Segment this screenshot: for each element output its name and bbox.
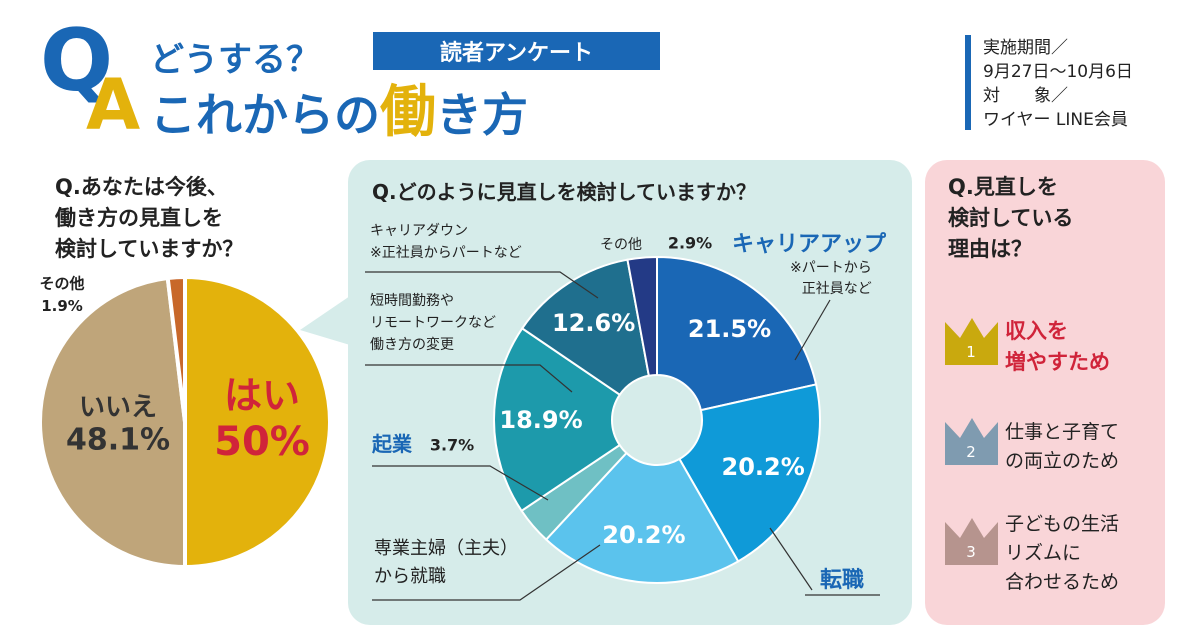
info-bar — [965, 35, 971, 130]
badge: 読者アンケート — [439, 41, 594, 66]
leader-line — [365, 271, 599, 299]
slice — [544, 451, 740, 584]
donut-title: Q.どのように見直しを検討していますか？ — [372, 180, 756, 204]
header-line2: これからの働き方 — [150, 82, 528, 144]
info: 実施期間／ 9月27日〜10月6日対 象／ ワイヤー LINE会員 — [983, 36, 1133, 132]
leader-line — [794, 299, 831, 361]
category-label: いいえ — [78, 392, 158, 423]
slice — [38, 275, 187, 570]
pie-title: Q.あなたは今後、 働き方の見直しを 検討していますか？ — [55, 175, 244, 261]
value-label: 21.5% — [687, 315, 772, 344]
slice — [678, 383, 821, 563]
rank-number: 3 — [966, 543, 976, 561]
leader-lines — [365, 271, 880, 601]
annotation: ※パートから 正社員など — [790, 260, 872, 297]
slice — [520, 258, 651, 397]
header-line1: どうする？ — [150, 40, 320, 80]
info-line: 実施期間／ — [983, 38, 1068, 58]
value-label: 48.1% — [65, 422, 171, 458]
leader-line — [372, 465, 549, 501]
info-line: ワイヤー LINE会員 — [983, 110, 1128, 130]
ranking-text: 子どもの生活 リズムに 合わせるため — [1005, 513, 1120, 593]
value-label: 3.7% — [429, 435, 475, 455]
leader-line — [365, 364, 573, 393]
category-label: 転職 — [820, 568, 865, 593]
crowns — [945, 318, 998, 565]
rank-number: 2 — [966, 443, 976, 461]
ranking-text: 収入を 増やすため — [1005, 319, 1110, 374]
value-label: 12.6% — [551, 308, 636, 337]
ranking-title: Q.見直しを 検討している 理由は？ — [948, 175, 1074, 261]
crown — [945, 418, 998, 465]
category-label: キャリアダウン ※正社員からパートなど — [370, 223, 522, 261]
badge-bg — [373, 32, 660, 70]
header-text: き方 — [436, 88, 528, 142]
ranking-text: 仕事と子育て の両立のため — [1005, 421, 1120, 472]
value-label: 20.2% — [721, 452, 805, 481]
rank-number: 1 — [966, 343, 976, 361]
ranking-panel — [925, 160, 1165, 625]
slice — [626, 255, 658, 377]
info-line: 9月27日〜10月6日 — [983, 62, 1133, 82]
category-label: 短時間勤務や リモートワークなど 働き方の変更 — [370, 293, 496, 353]
speech-pointer — [300, 296, 350, 345]
category-label: 起業 — [372, 432, 412, 456]
category-label: キャリアアップ — [732, 232, 887, 257]
value-label: 2.9% — [667, 233, 713, 253]
a-letter: A — [86, 64, 141, 146]
category-label: 専業主婦（主夫） から就職 — [374, 538, 518, 587]
leader-line — [372, 544, 601, 601]
value-label: 50% — [214, 419, 310, 465]
slice — [165, 274, 187, 423]
header-text: これからの — [150, 88, 380, 142]
slice — [183, 274, 332, 570]
crown — [945, 518, 998, 565]
category-label: はい — [223, 373, 301, 418]
category-label: その他 — [39, 274, 85, 293]
value-label: 18.9% — [499, 405, 583, 434]
value-label: 20.2% — [602, 521, 686, 550]
value-label: 1.9% — [41, 297, 83, 315]
q-letter: Q — [40, 11, 114, 111]
info-line: 対 象／ — [983, 86, 1068, 106]
slice — [656, 255, 818, 412]
header-highlight: 働 — [380, 80, 436, 145]
category-label: その他 — [600, 237, 642, 253]
leader-line — [769, 527, 813, 591]
crown — [945, 318, 998, 365]
